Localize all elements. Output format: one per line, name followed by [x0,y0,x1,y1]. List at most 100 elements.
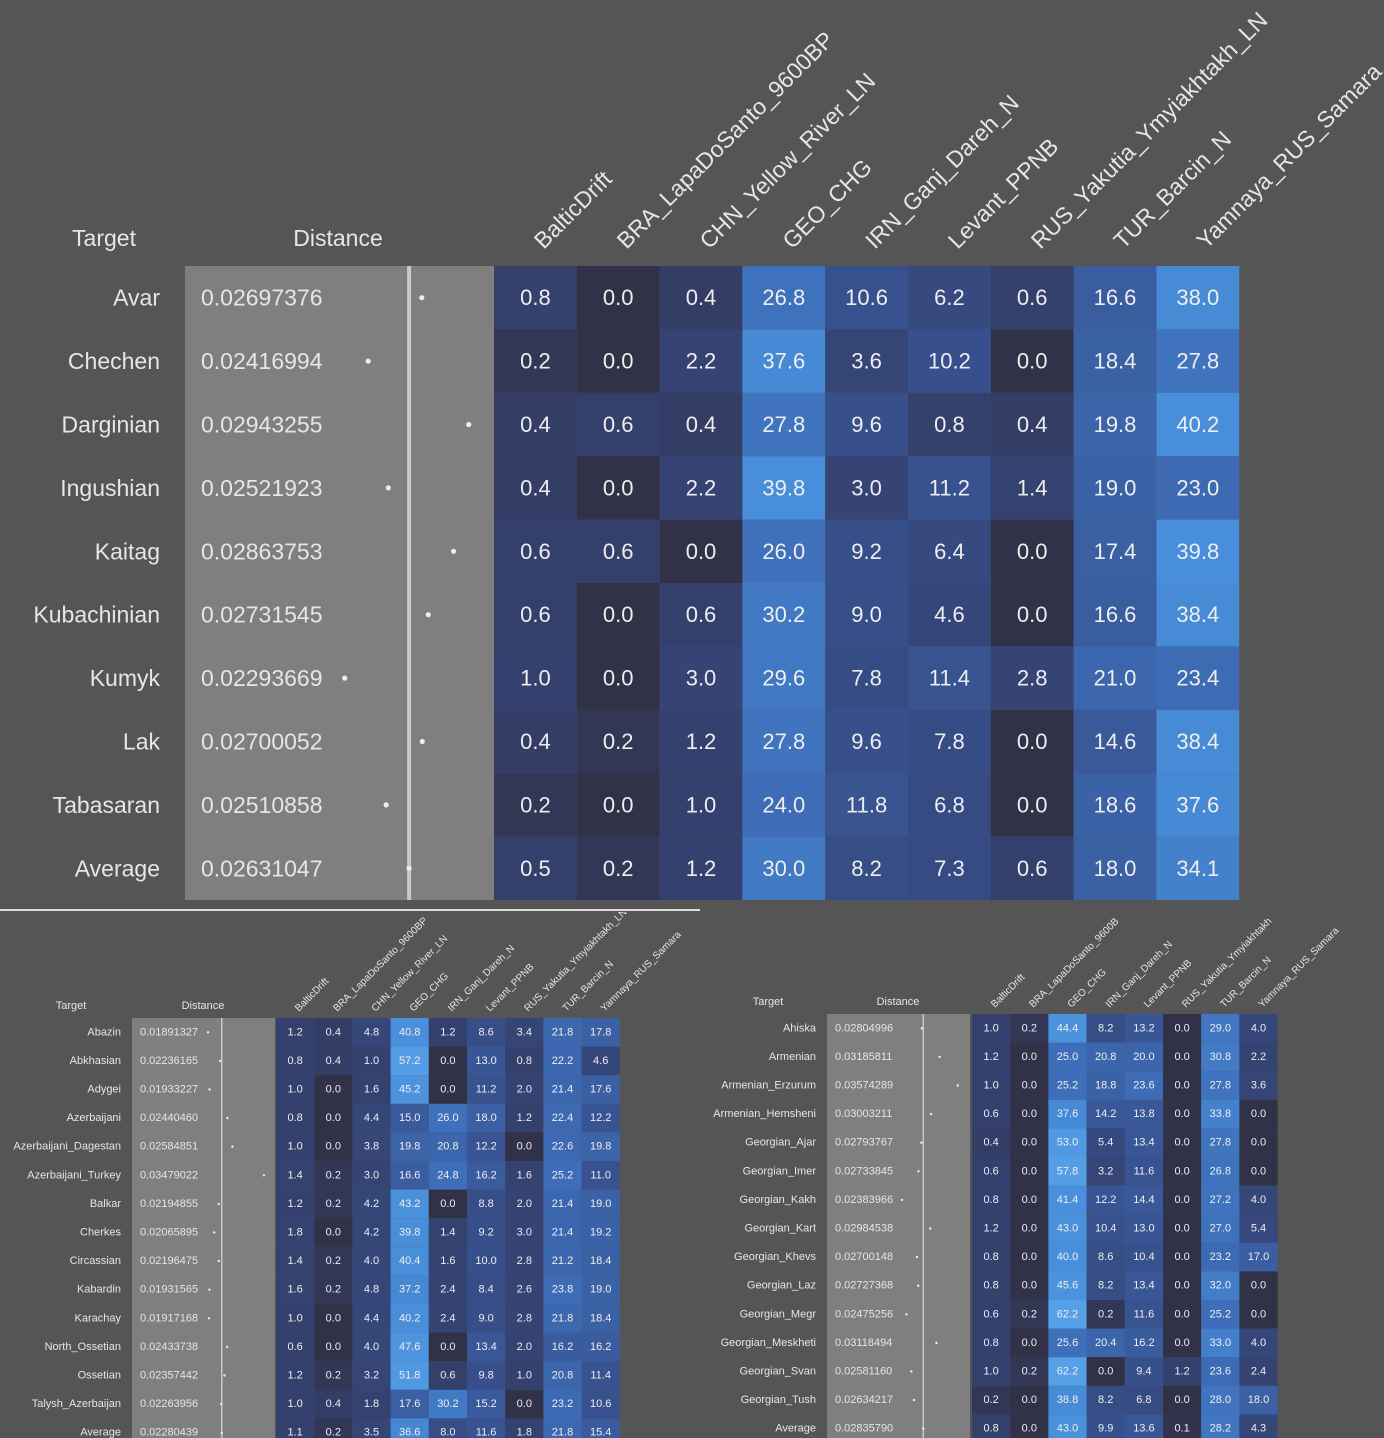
heatmap-cell [428,1304,467,1333]
heatmap-cell-value: 1.2 [287,1370,302,1382]
heatmap-cell-value: 2.2 [686,349,717,374]
left-heatmap-table: Target Distance BalticDrift BRA_LapaDoSanto… [13,912,684,1438]
heatmap-cell [1010,1185,1049,1215]
heatmap-cell-value: 11.6 [476,1427,497,1438]
heatmap-cell [990,392,1074,457]
row-target-label: Azerbaijani_Dagestan [13,1141,121,1153]
distance-dot [219,1402,223,1406]
heatmap-cell [390,1161,429,1190]
heatmap-cell-value: 36.6 [399,1427,420,1438]
heatmap-cell-value: 0.0 [440,1198,455,1210]
distance-dot [915,1255,919,1259]
distance-dot [920,1027,924,1030]
heatmap-cell [1124,1157,1163,1186]
row-target-label: Chechen [68,348,160,374]
heatmap-cell [576,392,660,457]
heatmap-cell-value: 9.2 [851,539,882,564]
heatmap-cell-value: 0.4 [520,729,551,754]
heatmap-cell [581,1332,620,1362]
heatmap-cell [742,392,826,457]
heatmap-cell-value: 0.6 [983,1108,998,1120]
row-target-label: Georgian_Kakh [740,1194,816,1206]
heatmap-cell-value: 0.0 [1017,792,1048,817]
row-target-label: Azerbaijani_Turkey [27,1169,121,1181]
heatmap-cell [1163,1357,1202,1386]
heatmap-cell-value: 0.6 [983,1165,998,1177]
heatmap-cell [972,1271,1011,1300]
heatmap-cell-value: 11.8 [846,792,887,817]
heatmap-cell [581,1418,620,1438]
heatmap-cell-value: 1.0 [686,792,717,817]
heatmap-cell [276,1332,315,1362]
heatmap-cell-value: 0.0 [1251,1108,1266,1120]
heatmap-cell [659,266,743,330]
heatmap-cell-value: 10.6 [845,285,888,310]
row-distance-value: 0.02280439 [140,1427,198,1438]
heatmap-cell-value: 1.2 [287,1026,302,1038]
heatmap-cell-value: 43.2 [399,1198,420,1210]
heatmap-cell [908,329,991,393]
heatmap-cell [1163,1328,1202,1358]
heatmap-cell [276,1218,315,1247]
heatmap-cell [352,1361,391,1390]
heatmap-cell-value: 40.2 [1176,412,1219,437]
heatmap-cell-value: 0.0 [603,475,634,500]
heatmap-cell-value: 0.2 [1098,1308,1113,1320]
heatmap-cell [1010,1242,1049,1272]
heatmap-cell [1124,1357,1163,1386]
heatmap-cell-value: 18.4 [1094,349,1137,374]
heatmap-cell-value: 4.0 [1251,1022,1266,1034]
heatmap-cell-value: 23.2 [552,1398,573,1410]
heatmap-cell-value: 0.8 [520,285,551,310]
heatmap-cell [505,1132,544,1161]
heatmap-cell-value: 15.0 [399,1112,420,1124]
heatmap-cell-value: 4.4 [364,1312,379,1324]
heatmap-cell-value: 17.0 [1248,1251,1269,1263]
column-label: BalticDrift [529,165,617,253]
heatmap-cell [543,1332,582,1362]
heatmap-cell-value: 0.0 [1251,1280,1266,1292]
heatmap-cell [972,1099,1011,1129]
heatmap-cell-value: 0.0 [326,1341,341,1353]
heatmap-cell-value: 45.6 [1057,1280,1078,1292]
heatmap-cell [1048,1385,1087,1415]
row-distance-value: 0.03118494 [835,1337,892,1349]
heatmap-cell [276,1075,315,1104]
heatmap-cell-value: 2.0 [517,1198,532,1210]
heatmap-cell-value: 21.8 [552,1312,573,1324]
heatmap-cell-value: 11.2 [929,475,970,500]
heatmap-cell [1086,1042,1125,1072]
heatmap-cell [390,1189,429,1219]
heatmap-cell-value: 21.8 [552,1026,573,1038]
heatmap-cell-value: 6.2 [934,285,965,310]
heatmap-cell-value: 30.0 [762,856,805,881]
heatmap-cell-value: 0.0 [1017,602,1048,627]
heatmap-cell-value: 0.0 [1174,1223,1189,1235]
heatmap-cell-value: 21.0 [1094,666,1137,691]
heatmap-cell [314,1046,353,1076]
heatmap-cell [1201,1271,1240,1300]
heatmap-cell [352,1218,391,1247]
heatmap-cell [1163,1042,1202,1072]
heatmap-cell [314,1361,353,1390]
heatmap-cell-value: 2.4 [440,1284,455,1296]
heatmap-cell [543,1418,582,1438]
row-distance-value: 0.02440460 [140,1112,198,1124]
heatmap-cell [576,266,660,330]
row-target-label: Lak [123,729,161,755]
heatmap-cell-value: 9.8 [478,1370,493,1382]
heatmap-cell-value: 1.1 [287,1427,302,1438]
heatmap-cell [581,1103,620,1133]
heatmap-cell [1201,1014,1240,1043]
distance-dot [905,1313,908,1316]
heatmap-cell-value: 19.2 [590,1227,611,1239]
heatmap-cell [1124,1242,1163,1272]
heatmap-cell [1124,1185,1163,1215]
row-target-label: Georgian_Meskheti [721,1337,816,1349]
heatmap-cell [390,1246,429,1276]
heatmap-cell [428,1018,467,1047]
heatmap-cell [276,1189,315,1219]
heatmap-cell [543,1018,582,1047]
heatmap-cell [1073,773,1157,837]
heatmap-cell-value: 1.8 [364,1398,379,1410]
